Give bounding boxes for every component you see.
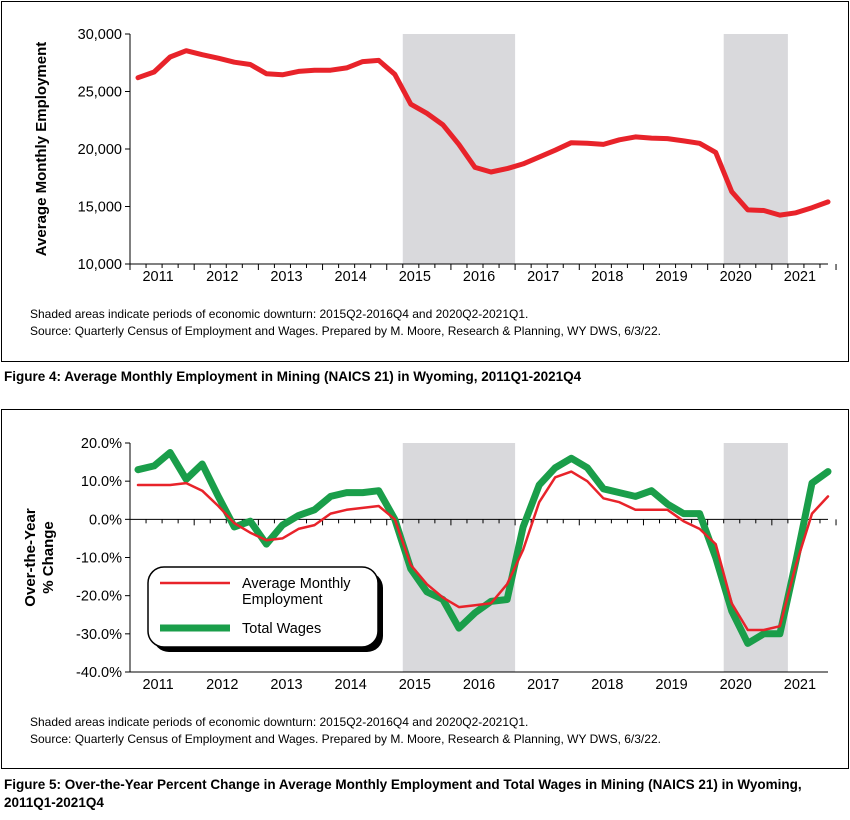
y-tick-label: 20.0%	[81, 436, 122, 452]
x-tick-label: 2011	[142, 677, 173, 693]
y-tick-label: 0.0%	[89, 512, 122, 528]
y-tick-label: -20.0%	[76, 589, 122, 605]
figure5-note-downturn: Shaded areas indicate periods of economi…	[30, 715, 529, 729]
legend-label-wages: Total Wages	[242, 621, 321, 637]
y-tick-label: 30,000	[78, 27, 122, 43]
figure4-chart: 10,000 15,000 20,000 25,000 30,000 2011 2012 20…	[33, 27, 837, 285]
figure4-panel: 10,000 15,000 20,000 25,000 30,000 2011 2012 20…	[1, 1, 849, 362]
y-tick-label: -10.0%	[76, 551, 122, 567]
y-tick-label: 15,000	[78, 200, 122, 216]
x-tick-label: 2012	[206, 269, 238, 285]
total-wages-line	[134, 449, 832, 647]
y-tick-label: -40.0%	[76, 665, 122, 681]
y-tick-label: 20,000	[78, 142, 122, 158]
y-axis-title-line: % Change	[40, 521, 57, 594]
x-tick-label: 2016	[463, 677, 495, 693]
employment-line	[135, 48, 831, 218]
x-tick-label: 2020	[720, 677, 752, 693]
x-tick-label: 2016	[463, 269, 495, 285]
legend: Average Monthly Employment Total Wages	[147, 566, 383, 652]
average-monthly-employment-line	[136, 470, 830, 632]
x-tick-label: 2014	[335, 269, 367, 285]
figure4-note-downturn: Shaded areas indicate periods of economi…	[30, 307, 529, 321]
x-tick-label: 2013	[270, 677, 302, 693]
x-tick-label: 2018	[591, 677, 623, 693]
x-tick-label: 2012	[206, 677, 238, 693]
x-tick-label: 2015	[399, 269, 431, 285]
x-tick-label: 2014	[335, 677, 367, 693]
legend-label-line: Average Monthly	[242, 576, 351, 592]
downturn-shade-1	[402, 443, 516, 672]
x-tick-label: 2015	[399, 677, 431, 693]
y-tick-label: 10.0%	[81, 474, 122, 490]
y-tick-label: 25,000	[78, 85, 122, 101]
y-axis-title: Over-the-Year% Change	[22, 508, 57, 607]
figure5-chart: -40.0% -30.0% -20.0% -10.0% 0.0% 10.0% 20.0% 20…	[22, 436, 837, 693]
x-tick-label: 2019	[655, 677, 687, 693]
y-axis-title: Average Monthly Employment	[33, 42, 50, 256]
x-tick-label: 2021	[784, 269, 816, 285]
x-tick-label: 2011	[142, 269, 173, 285]
y-tick-label: 10,000	[78, 257, 122, 273]
x-tick-label: 2020	[720, 269, 752, 285]
figure4-note-source: Source: Quarterly Census of Employment a…	[30, 324, 661, 338]
figure5-panel: -40.0% -30.0% -20.0% -10.0% 0.0% 10.0% 20.0% 20…	[1, 409, 849, 769]
x-tick-label: 2018	[591, 269, 623, 285]
x-tick-label: 2017	[527, 677, 559, 693]
downturn-shade-1	[402, 34, 516, 264]
x-tick-label: 2017	[527, 269, 559, 285]
downturn-shade-2	[723, 34, 788, 264]
legend-label-employment: Average Monthly Employment	[242, 576, 351, 608]
y-axis-title-line: Over-the-Year	[22, 508, 39, 607]
figure5-caption: Figure 5: Over-the-Year Percent Change i…	[4, 777, 802, 810]
figure5-note-source: Source: Quarterly Census of Employment a…	[30, 732, 661, 746]
y-tick-label: -30.0%	[76, 627, 122, 643]
figure4-caption: Figure 4: Average Monthly Employment in …	[4, 369, 582, 384]
x-tick-label: 2019	[655, 269, 687, 285]
legend-label-line: Employment	[242, 592, 323, 608]
x-tick-label: 2021	[784, 677, 816, 693]
x-tick-label: 2013	[270, 269, 302, 285]
